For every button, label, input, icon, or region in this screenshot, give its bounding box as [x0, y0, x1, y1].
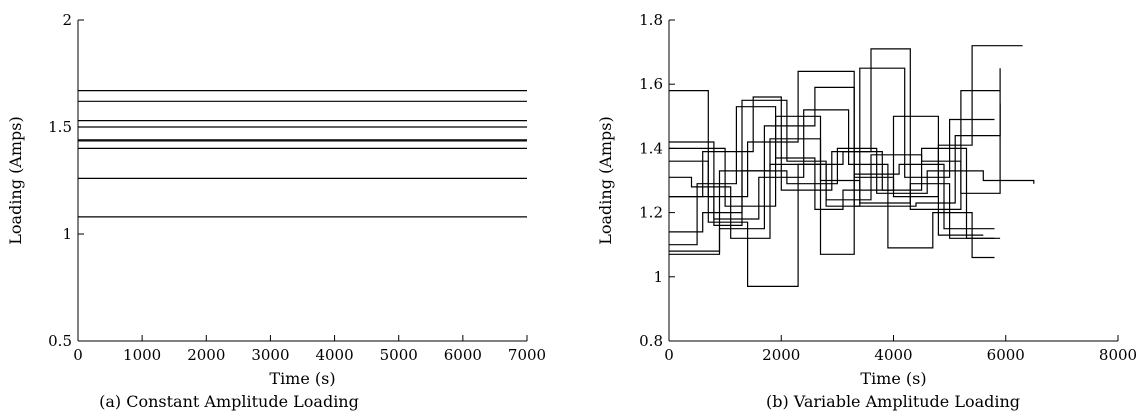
y-tick-label: 1.2: [639, 204, 663, 222]
x-tick-label: 0: [664, 346, 674, 364]
x-tick-label: 5000: [380, 346, 418, 364]
series-line: [669, 147, 1035, 233]
y-axis-label: Loading (Amps): [596, 116, 615, 244]
series-line: [669, 147, 1001, 287]
series-line: [669, 109, 995, 259]
series-line: [669, 115, 995, 239]
y-axis-label: Loading (Amps): [6, 116, 25, 244]
x-tick-label: 7000: [508, 346, 546, 364]
y-tick-label: 0.5: [48, 332, 72, 350]
x-tick-label: 6000: [987, 346, 1025, 364]
series-line: [669, 67, 995, 226]
x-tick-label: 6000: [444, 346, 482, 364]
chart-a: 0.5 1 1.5 2 0 1000 2000 3000 4000 5000 6000 7000 Tim…: [6, 11, 546, 411]
y-tick-label: 2: [62, 11, 72, 29]
x-tick-label: 4000: [874, 346, 912, 364]
x-tick-label: 2000: [187, 346, 225, 364]
y-tick-label: 1: [653, 268, 663, 286]
chart-caption: (b) Variable Amplitude Loading: [766, 392, 1020, 411]
x-axis-label: Time (s): [860, 369, 926, 388]
y-tick-label: 1.8: [639, 11, 663, 29]
x-tick-label: 1000: [123, 346, 161, 364]
series-line: [669, 48, 1001, 210]
chart-caption: (a) Constant Amplitude Loading: [99, 392, 359, 411]
y-tick-label: 1.4: [639, 139, 663, 157]
series-line: [669, 86, 1001, 252]
x-axis-label: Time (s): [269, 369, 335, 388]
x-tick-label: 4000: [315, 346, 353, 364]
series-line: [669, 138, 995, 255]
y-tick-label: 1: [62, 225, 72, 243]
chart-b: 0.8 1 1.2 1.4 1.6 1.8 0 2000 4000 6000 8000 Time (s…: [596, 11, 1137, 411]
series-line: [669, 68, 1001, 255]
x-tick-label: 2000: [762, 346, 800, 364]
y-tick-label: 1.6: [639, 75, 663, 93]
y-tick-label: 0.8: [639, 332, 663, 350]
x-tick-label: 3000: [251, 346, 289, 364]
y-tick-label: 1.5: [48, 118, 72, 136]
x-tick-label: 0: [73, 346, 83, 364]
series-line: [669, 45, 1023, 198]
x-tick-label: 8000: [1099, 346, 1137, 364]
